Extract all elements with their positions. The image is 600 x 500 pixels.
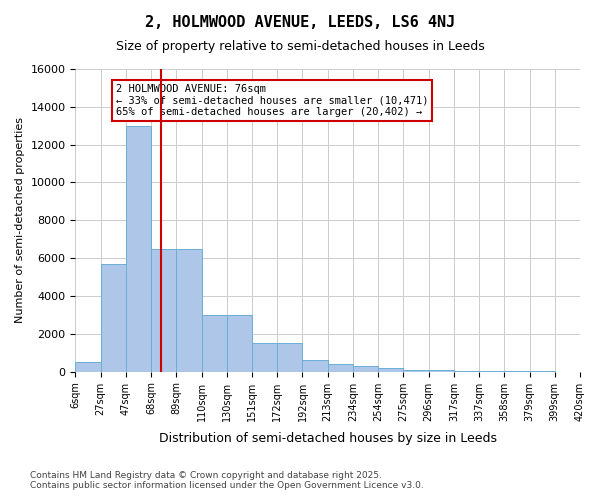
X-axis label: Distribution of semi-detached houses by size in Leeds: Distribution of semi-detached houses by … bbox=[159, 432, 497, 445]
Bar bbox=[126, 126, 151, 372]
Bar bbox=[227, 315, 252, 372]
Text: 2, HOLMWOOD AVENUE, LEEDS, LS6 4NJ: 2, HOLMWOOD AVENUE, LEEDS, LS6 4NJ bbox=[145, 15, 455, 30]
Bar bbox=[176, 248, 202, 372]
Bar bbox=[328, 364, 353, 372]
Bar bbox=[101, 264, 126, 372]
Text: Contains HM Land Registry data © Crown copyright and database right 2025.
Contai: Contains HM Land Registry data © Crown c… bbox=[30, 470, 424, 490]
Bar bbox=[403, 370, 428, 372]
Bar bbox=[202, 315, 227, 372]
Bar bbox=[378, 368, 403, 372]
Bar bbox=[428, 370, 454, 372]
Bar bbox=[454, 370, 479, 372]
Bar bbox=[353, 366, 378, 372]
Bar bbox=[479, 370, 505, 372]
Y-axis label: Number of semi-detached properties: Number of semi-detached properties bbox=[15, 118, 25, 324]
Text: Size of property relative to semi-detached houses in Leeds: Size of property relative to semi-detach… bbox=[116, 40, 484, 53]
Bar bbox=[252, 344, 277, 371]
Bar bbox=[151, 248, 176, 372]
Bar bbox=[302, 360, 328, 372]
Bar bbox=[76, 362, 101, 372]
Bar bbox=[277, 344, 302, 371]
Text: 2 HOLMWOOD AVENUE: 76sqm
← 33% of semi-detached houses are smaller (10,471)
65% : 2 HOLMWOOD AVENUE: 76sqm ← 33% of semi-d… bbox=[116, 84, 428, 117]
